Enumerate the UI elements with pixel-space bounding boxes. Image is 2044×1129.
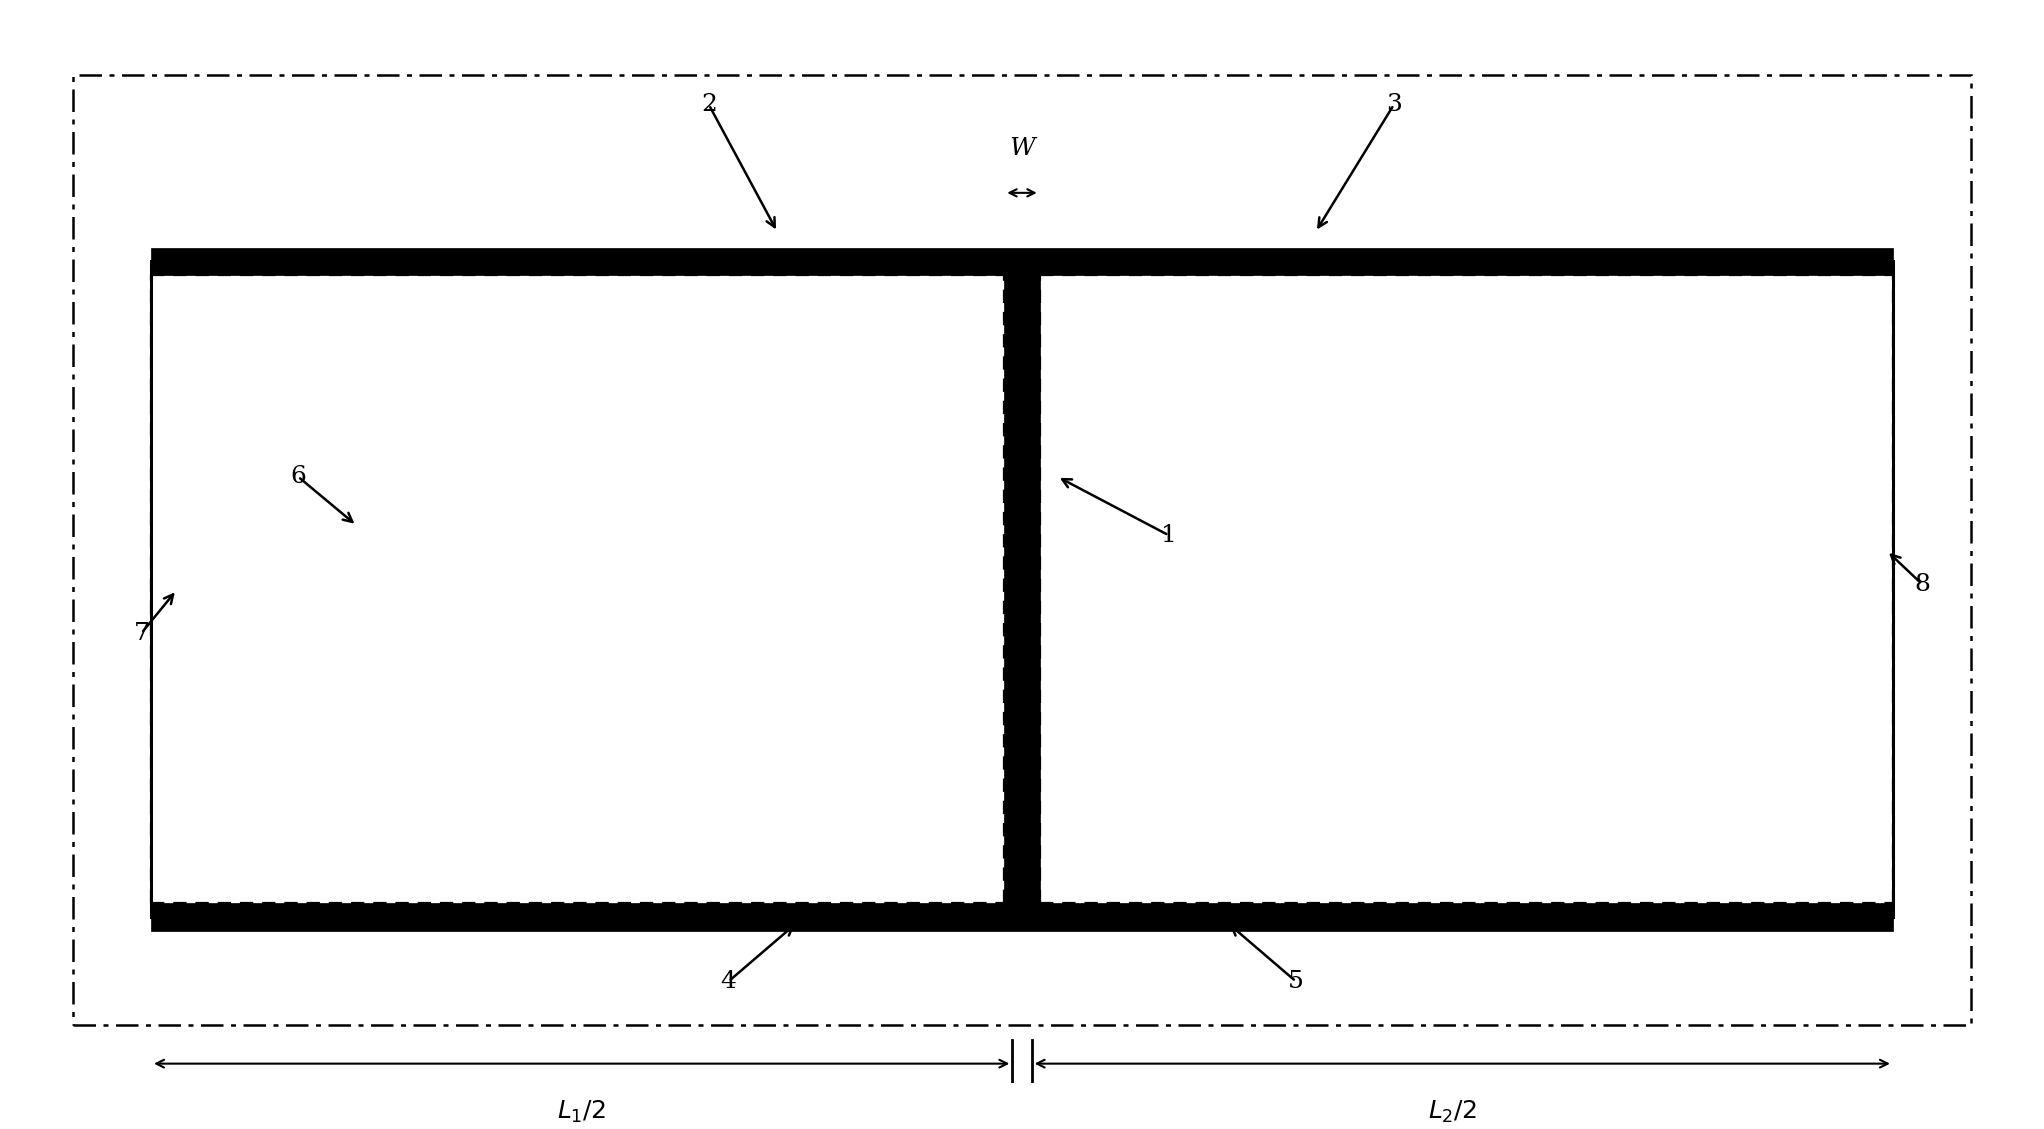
Polygon shape [151,903,1893,930]
Text: 7: 7 [133,622,149,645]
Text: W: W [1010,137,1034,159]
Text: 2: 2 [701,94,717,116]
Text: 8: 8 [1915,572,1930,596]
Text: 6: 6 [290,465,307,488]
Text: 4: 4 [722,970,736,992]
Text: 3: 3 [1386,94,1402,116]
Polygon shape [1004,261,1040,917]
Text: $L_1/2$: $L_1/2$ [558,1099,607,1126]
Text: 5: 5 [1288,970,1304,992]
Polygon shape [151,247,1893,275]
Text: $L_2/2$: $L_2/2$ [1429,1099,1478,1126]
Text: 1: 1 [1161,524,1177,546]
